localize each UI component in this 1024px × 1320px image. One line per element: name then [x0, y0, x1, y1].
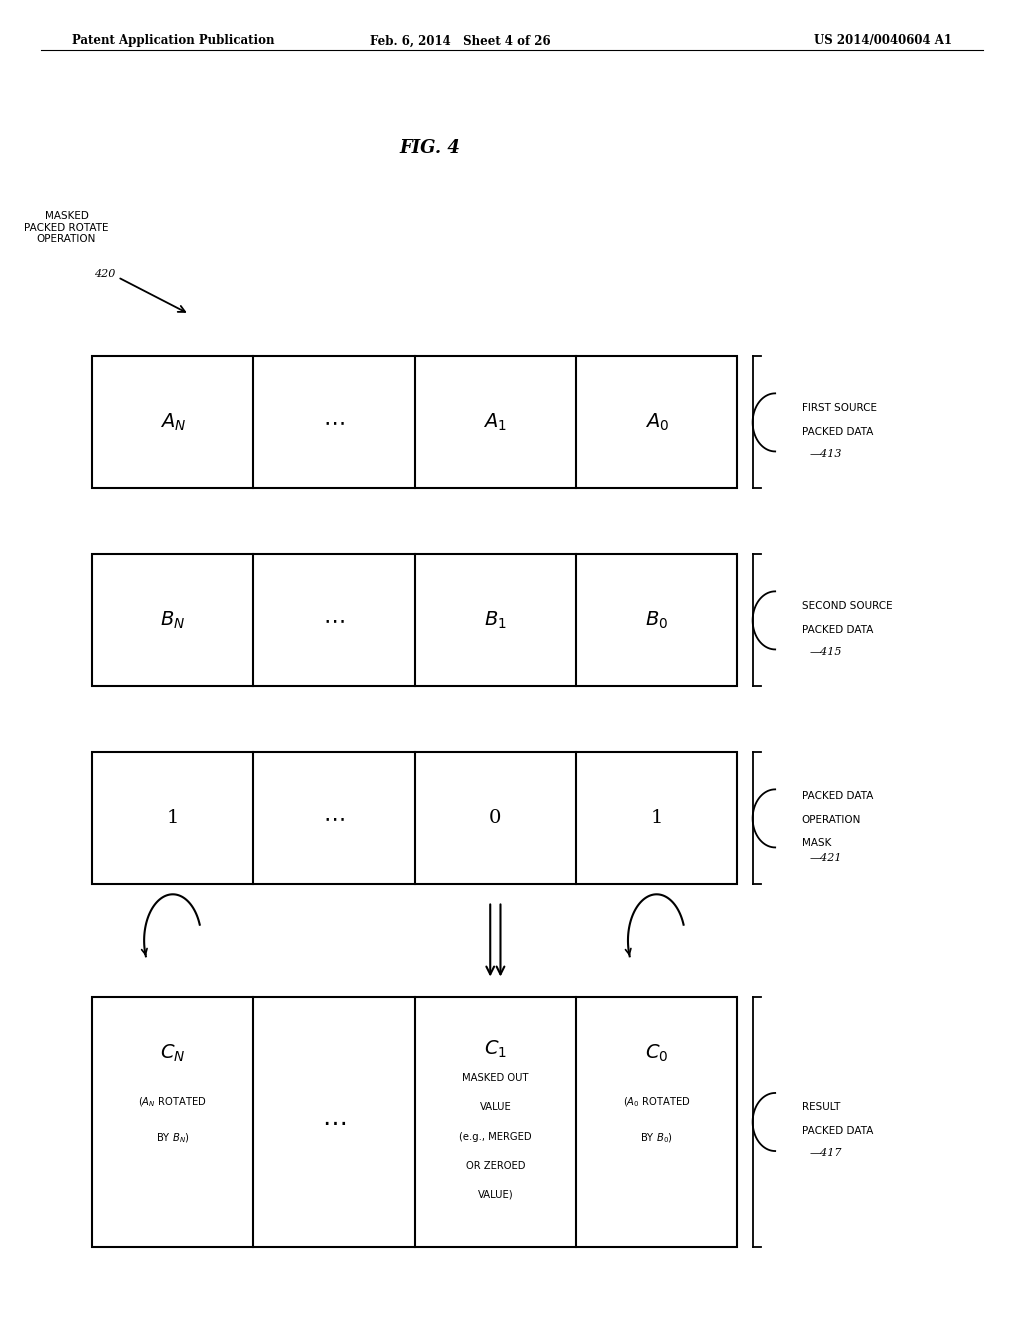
Text: $A_{0}$: $A_{0}$: [644, 412, 669, 433]
Text: $C_0$: $C_0$: [645, 1043, 669, 1064]
Text: $B_{1}$: $B_{1}$: [484, 610, 507, 631]
Text: $\cdots$: $\cdots$: [324, 610, 345, 631]
Text: MASKED
PACKED ROTATE
OPERATION: MASKED PACKED ROTATE OPERATION: [25, 211, 109, 244]
Text: PACKED DATA: PACKED DATA: [802, 791, 873, 801]
Text: ($A_N$ ROTATED: ($A_N$ ROTATED: [138, 1096, 207, 1109]
Text: —415: —415: [810, 647, 843, 657]
Bar: [92, 356, 737, 488]
Bar: [92, 997, 737, 1247]
Text: $B_{0}$: $B_{0}$: [645, 610, 669, 631]
Text: VALUE: VALUE: [479, 1102, 511, 1113]
Text: SECOND SOURCE: SECOND SOURCE: [802, 601, 893, 611]
Text: PACKED DATA: PACKED DATA: [802, 426, 873, 437]
Text: 0: 0: [489, 809, 502, 828]
Text: 1: 1: [650, 809, 663, 828]
Text: $C_1$: $C_1$: [484, 1039, 507, 1060]
Text: $A_{1}$: $A_{1}$: [483, 412, 507, 433]
Text: PACKED DATA: PACKED DATA: [802, 1126, 873, 1137]
Text: US 2014/0040604 A1: US 2014/0040604 A1: [814, 34, 952, 48]
Text: —417: —417: [810, 1148, 843, 1159]
Text: OR ZEROED: OR ZEROED: [466, 1160, 525, 1171]
Text: BY $B_N$): BY $B_N$): [156, 1131, 189, 1144]
Text: MASK: MASK: [802, 838, 831, 849]
Text: —413: —413: [810, 449, 843, 459]
Text: ($A_0$ ROTATED: ($A_0$ ROTATED: [623, 1096, 690, 1109]
Text: Feb. 6, 2014   Sheet 4 of 26: Feb. 6, 2014 Sheet 4 of 26: [371, 34, 551, 48]
Text: VALUE): VALUE): [477, 1189, 513, 1200]
Text: $\cdots$: $\cdots$: [324, 412, 345, 433]
Text: 1: 1: [167, 809, 179, 828]
Text: BY $B_0$): BY $B_0$): [640, 1131, 673, 1144]
Text: Patent Application Publication: Patent Application Publication: [72, 34, 274, 48]
Text: RESULT: RESULT: [802, 1102, 840, 1113]
Text: 420: 420: [94, 269, 116, 280]
Text: $C_N$: $C_N$: [160, 1043, 185, 1064]
Bar: [92, 554, 737, 686]
Text: $\cdots$: $\cdots$: [324, 808, 345, 829]
Text: —421: —421: [810, 853, 843, 863]
Text: OPERATION: OPERATION: [802, 814, 861, 825]
Text: $B_{N}$: $B_{N}$: [160, 610, 185, 631]
Bar: [92, 752, 737, 884]
Text: PACKED DATA: PACKED DATA: [802, 624, 873, 635]
Text: MASKED OUT: MASKED OUT: [462, 1073, 528, 1084]
Text: FIRST SOURCE: FIRST SOURCE: [802, 403, 877, 413]
Text: (e.g., MERGED: (e.g., MERGED: [459, 1131, 531, 1142]
Text: $A_{N}$: $A_{N}$: [160, 412, 186, 433]
Text: FIG. 4: FIG. 4: [399, 139, 461, 157]
Text: $\cdots$: $\cdots$: [323, 1110, 346, 1134]
